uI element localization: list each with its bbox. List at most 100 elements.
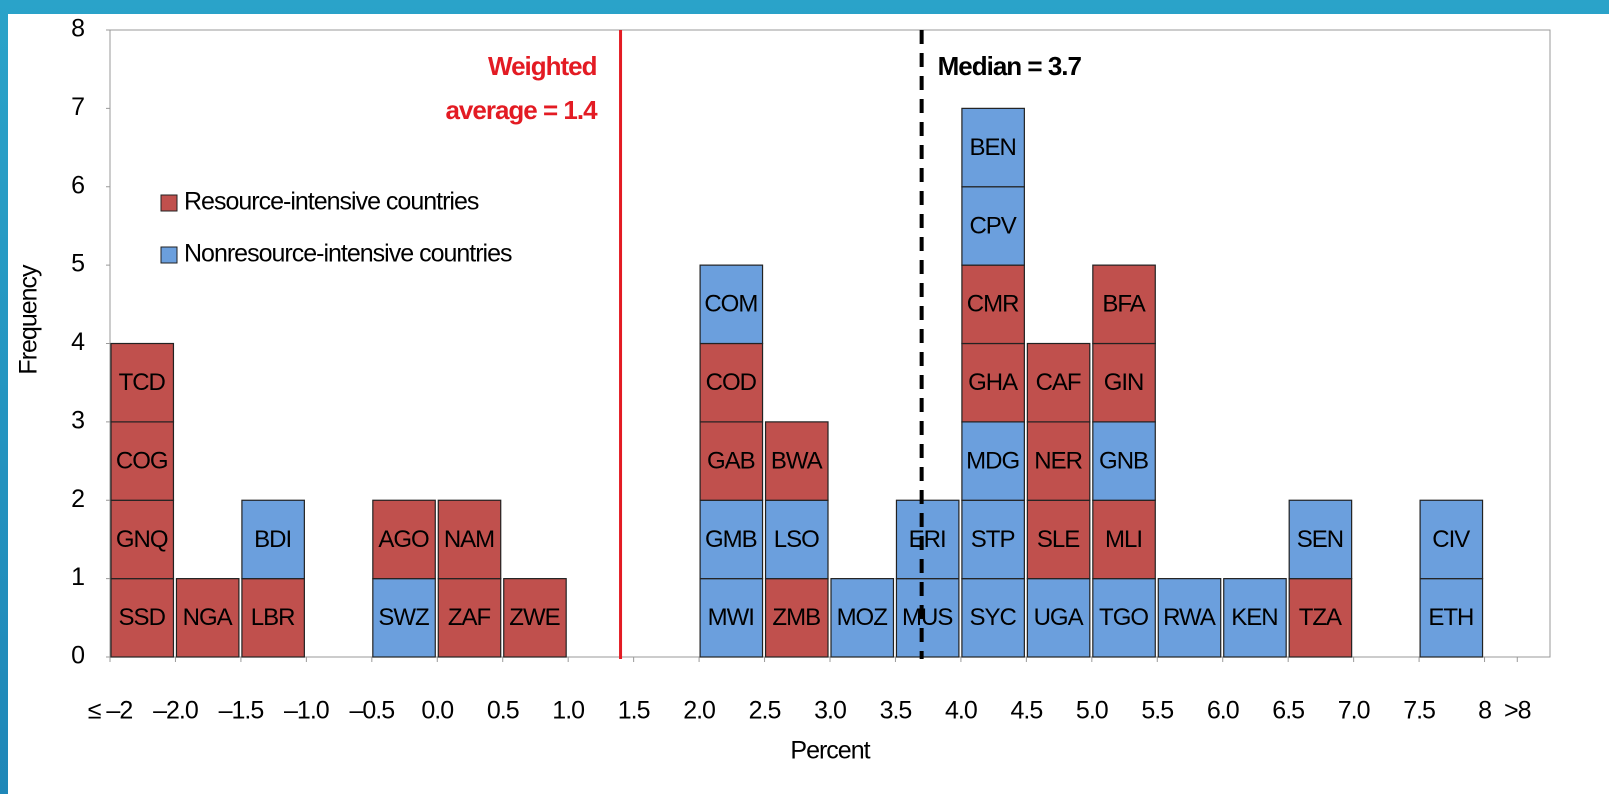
country-block <box>699 264 764 345</box>
country-block <box>1419 499 1484 580</box>
block-label: GNB <box>1099 447 1148 474</box>
block-label: ZAF <box>448 604 491 631</box>
country-block <box>699 342 764 423</box>
block-label: ZMB <box>772 604 820 631</box>
block-label: RWA <box>1163 604 1216 631</box>
legend-swatch <box>160 194 178 212</box>
block-label: GAB <box>707 447 755 474</box>
block-label: SWZ <box>378 604 429 631</box>
block-label: TZA <box>1299 604 1342 631</box>
block-label: GHA <box>968 369 1018 396</box>
x-tick-label: –1.0 <box>284 697 329 725</box>
block-label: BDI <box>254 526 291 553</box>
country-block <box>961 107 1025 188</box>
block-label: CPV <box>969 212 1016 239</box>
x-tick-label: 7.5 <box>1403 697 1435 725</box>
y-tick-label: 8 <box>71 15 84 43</box>
block-label: LBR <box>251 604 295 631</box>
block-label: NAM <box>444 526 494 553</box>
country-block <box>961 499 1025 580</box>
country-block <box>830 578 895 658</box>
reference-label: average = 1.4 <box>445 95 598 125</box>
x-tick-label: –0.5 <box>349 697 394 725</box>
country-block <box>1092 499 1156 580</box>
country-block <box>1026 578 1091 658</box>
block-label: TGO <box>1099 604 1148 631</box>
x-tick-label: –1.5 <box>219 697 264 725</box>
x-tick-label: –2.0 <box>153 697 198 725</box>
block-label: NER <box>1034 447 1082 474</box>
block-label: ZWE <box>509 604 559 631</box>
block-label: GIN <box>1104 369 1144 396</box>
country-block <box>110 499 175 580</box>
country-block <box>437 499 502 580</box>
x-tick-label: 2.0 <box>683 697 715 725</box>
x-tick-label: 5.0 <box>1076 697 1108 725</box>
block-label: KEN <box>1231 604 1277 631</box>
y-tick-label: 1 <box>71 563 84 591</box>
reference-label: Weighted <box>488 51 597 81</box>
country-block <box>110 421 175 501</box>
block-label: BEN <box>969 134 1015 161</box>
country-block <box>961 264 1025 345</box>
x-tick-label: ≤ –2 <box>88 697 133 725</box>
y-tick-label: 6 <box>71 171 84 199</box>
country-block <box>1157 578 1222 658</box>
country-block <box>503 578 567 658</box>
block-label: SYC <box>969 604 1016 631</box>
block-label: MUS <box>902 604 952 631</box>
country-block <box>1419 578 1484 658</box>
country-block <box>372 578 436 658</box>
country-block <box>372 499 436 580</box>
y-axis-title: Frequency <box>15 264 43 375</box>
y-tick-label: 2 <box>71 485 84 513</box>
country-block <box>175 578 240 658</box>
country-block <box>1288 499 1353 580</box>
country-block <box>437 578 502 658</box>
block-label: MOZ <box>837 604 888 631</box>
block-label: AGO <box>378 526 429 553</box>
y-tick-label: 5 <box>71 250 84 278</box>
block-label: SEN <box>1297 526 1343 553</box>
panel <box>8 14 1609 794</box>
reference-label: Median = 3.7 <box>938 51 1082 81</box>
country-block <box>1092 421 1156 501</box>
country-block <box>764 499 829 580</box>
x-tick-label: 7.0 <box>1338 697 1370 725</box>
block-label: CIV <box>1432 526 1470 553</box>
country-block <box>699 499 764 580</box>
country-block <box>1092 264 1156 345</box>
x-tick-label: >8 <box>1504 697 1531 725</box>
x-tick-label: 5.5 <box>1141 697 1173 725</box>
y-tick-label: 7 <box>71 93 84 121</box>
country-block <box>1026 499 1091 580</box>
legend-label: Nonresource-intensive countries <box>184 240 512 268</box>
block-label: ETH <box>1428 604 1473 631</box>
country-block <box>895 499 960 580</box>
country-block <box>961 578 1025 658</box>
block-label: MWI <box>708 604 754 631</box>
block-label: SSD <box>119 604 166 631</box>
country-block <box>699 421 764 501</box>
country-block <box>764 578 829 658</box>
x-axis-title: Percent <box>790 737 870 765</box>
x-tick-label: 1.0 <box>552 697 584 725</box>
country-block <box>1026 342 1091 423</box>
block-label: STP <box>971 526 1015 553</box>
legend-swatch <box>160 246 178 264</box>
country-block <box>961 342 1025 423</box>
block-label: BFA <box>1102 291 1145 318</box>
legend-label: Resource-intensive countries <box>184 188 479 216</box>
y-tick-label: 0 <box>71 642 84 670</box>
x-tick-label: 4.5 <box>1010 697 1042 725</box>
country-block <box>1092 342 1156 423</box>
country-block <box>764 421 829 501</box>
block-label: LSO <box>774 526 819 553</box>
x-tick-label: 0.5 <box>487 697 519 725</box>
x-tick-label: 3.5 <box>880 697 912 725</box>
block-label: BWA <box>771 447 823 474</box>
x-tick-label: 2.5 <box>749 697 781 725</box>
block-label: MDG <box>966 447 1019 474</box>
